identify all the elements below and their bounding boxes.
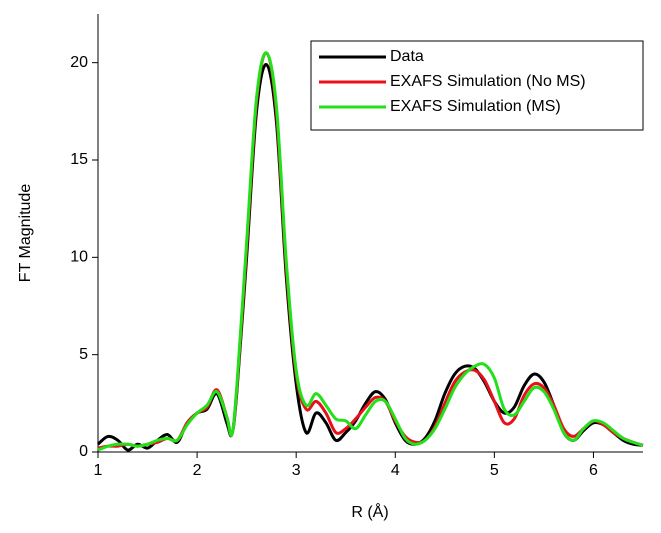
x-tick-label: 6 — [589, 462, 598, 479]
x-tick-label: 5 — [490, 462, 499, 479]
y-tick-label: 5 — [79, 346, 88, 363]
x-axis-label: R (Å) — [351, 502, 388, 521]
x-tick-label: 4 — [391, 462, 400, 479]
legend-label: Data — [390, 48, 424, 65]
x-tick-label: 3 — [292, 462, 301, 479]
x-tick-label: 2 — [193, 462, 202, 479]
y-tick-label: 10 — [70, 249, 88, 266]
legend-label: EXAFS Simulation (No MS) — [390, 73, 586, 90]
x-tick-label: 1 — [94, 462, 103, 479]
y-tick-label: 15 — [70, 151, 88, 168]
y-tick-label: 0 — [79, 443, 88, 460]
data-line — [97, 51, 644, 452]
y-tick-label: 20 — [70, 54, 88, 71]
y-axis-label: FT Magnitude — [17, 184, 34, 283]
legend-label: EXAFS Simulation (MS) — [390, 98, 561, 115]
